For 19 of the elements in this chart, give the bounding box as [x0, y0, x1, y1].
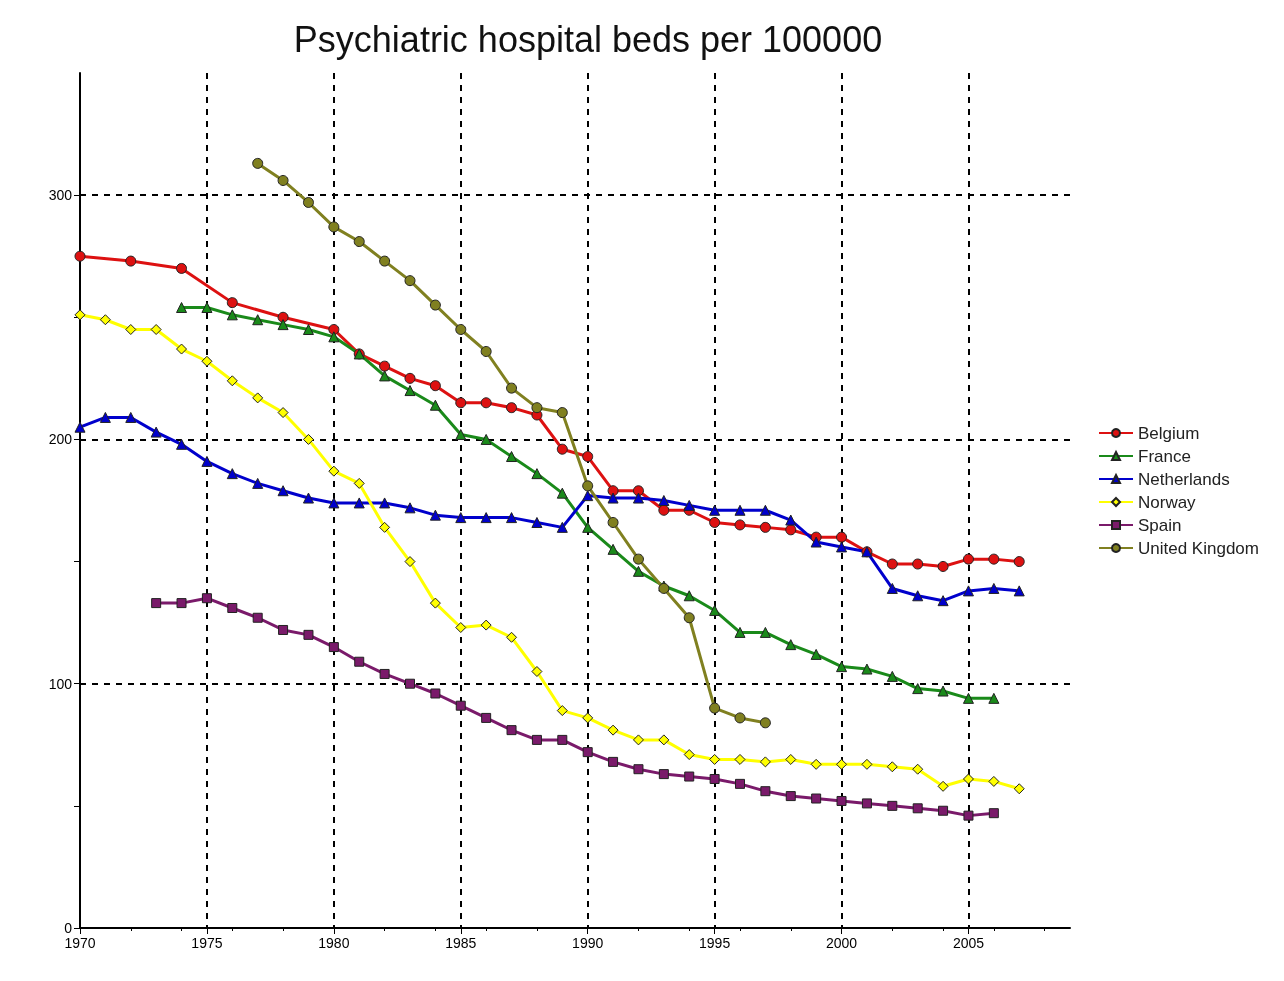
y-tick-label: 200 [48, 431, 73, 448]
x-tick-label: 1975 [191, 935, 223, 951]
legend-label: France [1138, 446, 1191, 466]
x-tick-label: 1990 [572, 935, 604, 951]
legend-label: Spain [1138, 515, 1182, 535]
x-tick-label: 1970 [64, 935, 96, 951]
x-tick-label: 1980 [318, 935, 350, 951]
y-tick-label: 100 [48, 675, 73, 692]
x-tick-label: 1995 [699, 935, 731, 951]
legend-label: Netherlands [1138, 469, 1230, 489]
legend-label: United Kingdom [1138, 538, 1259, 558]
legend-label: Norway [1138, 492, 1197, 512]
x-tick-label: 2005 [952, 935, 985, 951]
x-tick-label: 1985 [445, 935, 477, 951]
chart-title: Psychiatric hospital beds per 100000 [293, 18, 883, 60]
y-tick-label: 300 [48, 187, 73, 204]
x-tick-label: 2000 [825, 935, 858, 951]
y-tick-label: 0 [64, 920, 73, 936]
legend-label: Belgium [1138, 423, 1200, 443]
